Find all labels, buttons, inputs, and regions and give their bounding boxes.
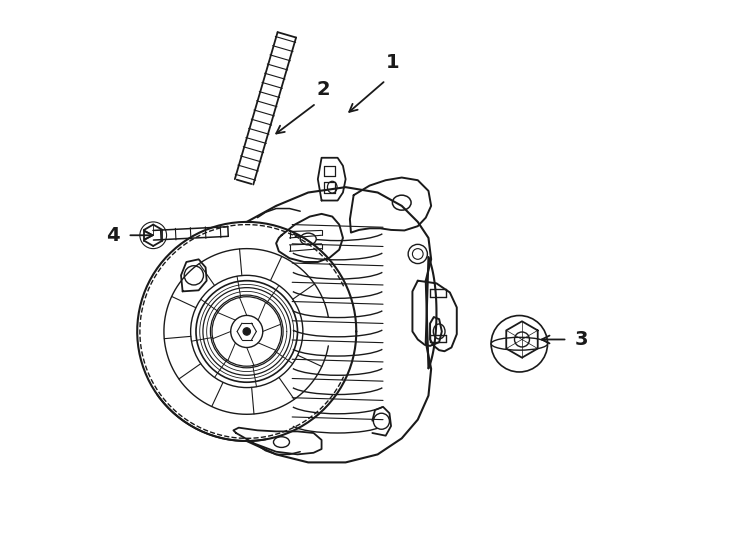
Text: 2: 2 [316, 80, 330, 99]
Text: 4: 4 [106, 226, 120, 245]
Circle shape [243, 328, 250, 335]
Ellipse shape [327, 181, 337, 193]
Ellipse shape [491, 338, 548, 350]
Ellipse shape [274, 437, 289, 448]
Ellipse shape [300, 233, 316, 245]
Text: 1: 1 [386, 53, 399, 72]
Ellipse shape [433, 324, 445, 339]
Circle shape [184, 266, 203, 285]
Text: 3: 3 [575, 330, 588, 349]
Ellipse shape [393, 195, 411, 210]
Circle shape [374, 413, 390, 429]
